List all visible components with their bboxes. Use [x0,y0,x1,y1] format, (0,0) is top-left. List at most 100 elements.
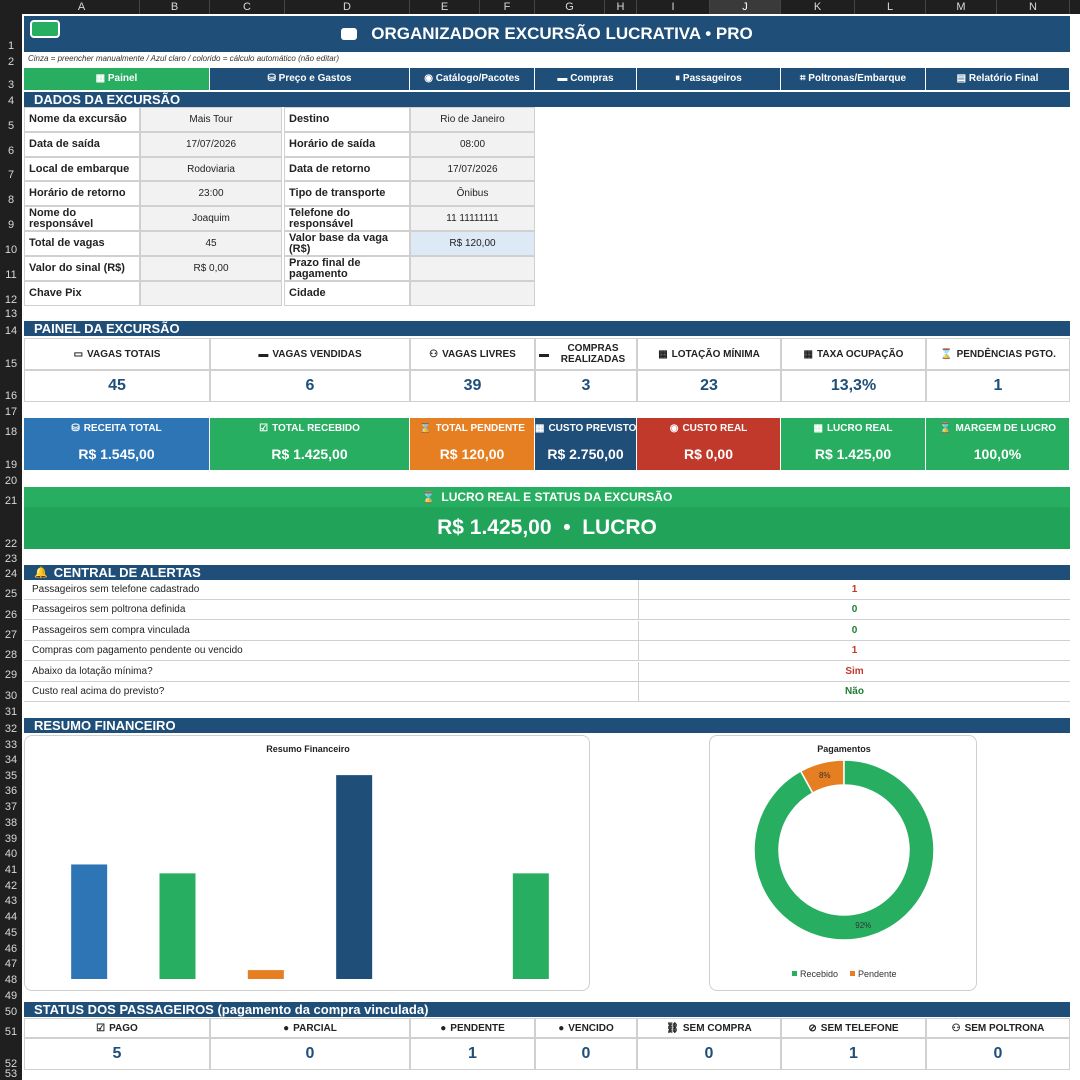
row-header[interactable]: 44 [4,911,18,923]
row-header[interactable]: 49 [4,990,18,1002]
field-value[interactable]: 17/07/2026 [140,132,282,157]
row-header[interactable]: 4 [7,95,15,107]
row-header[interactable]: 47 [4,958,18,970]
tab-chart[interactable]: ▦ Painel [24,68,210,90]
row-header[interactable]: 25 [4,588,18,600]
column-header[interactable]: E [410,0,480,14]
column-header[interactable]: G [535,0,605,14]
row-header[interactable]: 33 [4,739,18,751]
column-header[interactable]: B [140,0,210,14]
column-header[interactable]: F [480,0,535,14]
tab-money-bag[interactable]: ⛁ Preço e Gastos [210,68,410,90]
bar-chart-box[interactable]: Resumo Financeiro [24,735,590,991]
row-header[interactable]: 38 [4,817,18,829]
tab-label: Painel [107,73,138,84]
row-header[interactable]: 8 [7,194,15,206]
row-header[interactable]: 10 [4,244,18,256]
row-header[interactable]: 22 [4,538,18,550]
tab-catalog[interactable]: ◉ Catálogo/Pacotes [410,68,535,90]
field-value[interactable]: 17/07/2026 [410,157,535,181]
field-value[interactable]: R$ 120,00 [410,231,535,256]
row-header[interactable]: 23 [4,553,18,565]
field-value[interactable]: R$ 0,00 [140,256,282,281]
row-header[interactable]: 12 [4,294,18,306]
tab-cart[interactable]: ▬ Compras [535,68,637,90]
row-header[interactable]: 26 [4,609,18,621]
row-header[interactable]: 7 [7,169,15,181]
field-value[interactable] [410,256,535,281]
row-header[interactable]: 5 [7,120,15,132]
field-value[interactable]: 23:00 [140,181,282,206]
row-header[interactable]: 30 [4,690,18,702]
column-header[interactable]: M [926,0,997,14]
row-header[interactable]: 15 [4,358,18,370]
fin-label: CUSTO REAL [682,422,748,434]
column-header[interactable]: J [710,0,781,14]
row-header[interactable]: 6 [7,145,15,157]
field-value[interactable]: 45 [140,231,282,256]
row-header[interactable]: 1 [7,40,15,52]
tab-people[interactable]: ⏸ Passageiros [637,68,781,90]
row-header[interactable]: 16 [4,390,18,402]
column-header[interactable]: C [210,0,285,14]
field-label: Local de embarque [24,157,140,181]
row-header[interactable]: 11 [5,269,17,281]
row-header[interactable]: 20 [4,475,18,487]
row-header[interactable]: 28 [4,649,18,661]
column-header[interactable]: N [997,0,1070,14]
row-header[interactable]: 53 [4,1068,18,1080]
field-value[interactable]: Mais Tour [140,107,282,132]
row-header[interactable]: 21 [4,495,18,507]
bar-chart [71,775,549,979]
row-header[interactable]: 42 [4,880,18,892]
row-header[interactable]: 9 [7,219,15,231]
row-header[interactable]: 40 [4,848,18,860]
field-value[interactable] [410,281,535,306]
row-header[interactable]: 19 [4,459,18,471]
row-header[interactable]: 14 [4,325,18,337]
row-header[interactable]: 35 [4,770,18,782]
row-header[interactable]: 36 [4,785,18,797]
tab-seat[interactable]: ⌗ Poltronas/Embarque [781,68,926,90]
field-value[interactable]: Rio de Janeiro [410,107,535,132]
row-header[interactable]: 27 [4,629,18,641]
row-header[interactable]: 34 [4,754,18,766]
column-header[interactable]: A [24,0,140,14]
column-header[interactable]: L [855,0,926,14]
row-header[interactable]: 52 [4,1058,18,1070]
row-header[interactable]: 48 [4,974,18,986]
row-header[interactable]: 31 [4,706,18,718]
row-header[interactable]: 29 [4,669,18,681]
row-header[interactable]: 46 [4,943,18,955]
column-header[interactable]: K [781,0,855,14]
field-value[interactable] [140,281,282,306]
row-header[interactable]: 50 [4,1006,18,1018]
pie-chart-box[interactable]: Pagamentos 8% 92% Recebido Pendente [709,735,977,991]
row-header[interactable]: 3 [7,79,15,91]
row-header[interactable]: 37 [4,801,18,813]
row-header[interactable]: 41 [4,864,18,876]
row-header[interactable]: 13 [4,308,18,320]
field-value[interactable]: Rodoviaria [140,157,282,181]
row-header[interactable]: 43 [4,895,18,907]
status-icon: ● [558,1022,565,1034]
section-painel-title: PAINEL DA EXCURSÃO [24,321,1070,336]
field-value[interactable]: Ônibus [410,181,535,206]
row-header[interactable]: 18 [4,426,18,438]
row-header[interactable]: 45 [4,927,18,939]
row-header[interactable]: 32 [4,723,18,735]
column-header[interactable]: H [605,0,637,14]
row-header[interactable]: 51 [4,1026,18,1038]
row-header[interactable]: 24 [4,568,18,580]
field-value[interactable]: 08:00 [410,132,535,157]
tab-report[interactable]: ▤ Relatório Final [926,68,1070,90]
status-value: 5 [24,1038,210,1070]
column-header[interactable]: D [285,0,410,14]
kpi-icon: ▬ [258,348,269,360]
row-header[interactable]: 39 [4,833,18,845]
field-value[interactable]: Joaquim [140,206,282,231]
column-header[interactable]: I [637,0,710,14]
field-value[interactable]: 11 11111111 [410,206,535,231]
row-header[interactable]: 2 [7,56,15,68]
row-header[interactable]: 17 [4,406,18,418]
